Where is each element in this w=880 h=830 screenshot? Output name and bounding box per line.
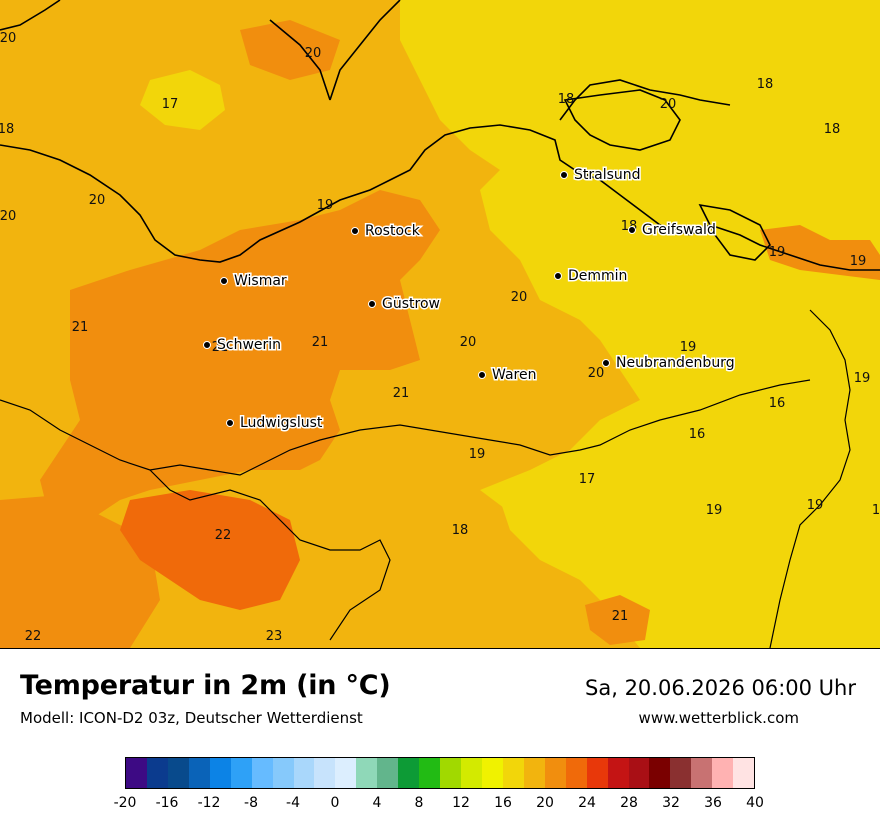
colorbar-segment — [377, 758, 399, 788]
colorbar-segment — [649, 758, 671, 788]
warm-zone-southwest — [0, 495, 160, 648]
colorbar-segment — [691, 758, 713, 788]
website-url[interactable]: www.wetterblick.com — [638, 709, 799, 727]
island-outline — [563, 89, 681, 151]
cool-zone-south — [500, 480, 610, 580]
colorbar-tick-label: 16 — [494, 795, 512, 811]
colorbar-tick-label: 8 — [414, 795, 424, 811]
colorbar-segment — [188, 758, 210, 788]
colorbar-tick-label: -8 — [244, 795, 258, 811]
colorbar-tick-label: -12 — [197, 795, 221, 811]
colorbar-segment — [607, 758, 629, 788]
colorbar-tick-label: -16 — [155, 795, 179, 811]
colorbar-tick-label: 20 — [536, 795, 554, 811]
colorbar-tick-label: 24 — [578, 795, 596, 811]
model-source: Modell: ICON-D2 03z, Deutscher Wetterdie… — [20, 709, 363, 727]
colorbar-segment — [565, 758, 587, 788]
temperature-colorbar — [125, 757, 755, 789]
colorbar-segment — [523, 758, 545, 788]
hot-zone-south — [120, 490, 300, 610]
colorbar-segment — [335, 758, 357, 788]
colorbar-segment — [230, 758, 252, 788]
colorbar-tick-label: -20 — [113, 795, 137, 811]
colorbar-segment — [251, 758, 273, 788]
colorbar-tick-label: 12 — [452, 795, 470, 811]
colorbar-tick-label: 40 — [746, 795, 764, 811]
colorbar-segment — [146, 758, 168, 788]
colorbar-segment — [272, 758, 294, 788]
state-border-east — [769, 309, 851, 648]
colorbar-tick-label: 4 — [372, 795, 382, 811]
colorbar-segment — [586, 758, 608, 788]
coastline-north — [0, 0, 731, 121]
state-border-south — [0, 379, 811, 476]
warm-zone-far-east — [760, 225, 880, 280]
colorbar-tick-label: -4 — [286, 795, 300, 811]
warm-zone-southeast — [585, 595, 650, 645]
colorbar-segment — [670, 758, 692, 788]
colorbar-tick-label: 0 — [330, 795, 340, 811]
colorbar-segment — [419, 758, 441, 788]
colorbar-segment — [293, 758, 315, 788]
colorbar-segment — [398, 758, 420, 788]
colorbar-tick-label: 36 — [704, 795, 722, 811]
warm-zone-central — [40, 190, 440, 520]
colorbar-segment — [440, 758, 461, 788]
cool-zone-west — [140, 70, 225, 130]
colorbar-segment — [628, 758, 650, 788]
colorbar-segment — [126, 758, 147, 788]
colorbar-tick-label: 32 — [662, 795, 680, 811]
island-outline-east — [698, 203, 771, 261]
colorbar-segment — [209, 758, 231, 788]
colorbar-segment — [167, 758, 189, 788]
colorbar-segment — [712, 758, 734, 788]
state-border-southwest — [149, 469, 391, 641]
colorbar-segment — [461, 758, 482, 788]
cool-zone-east — [400, 0, 880, 648]
forecast-datetime: Sa, 20.06.2026 06:00 Uhr — [585, 676, 856, 700]
colorbar-segment — [356, 758, 378, 788]
colorbar-ticks: -20 -16 -12 -8 -4 0 4 8 12 16 20 24 28 32 36 40 — [114, 795, 764, 815]
temperature-map[interactable] — [0, 0, 880, 649]
colorbar-segment — [314, 758, 336, 788]
map-title: Temperatur in 2m (in °C) — [20, 670, 391, 701]
colorbar-segment — [502, 758, 524, 788]
colorbar-segment — [733, 758, 755, 788]
colorbar-segment — [481, 758, 503, 788]
colorbar-segment — [544, 758, 566, 788]
colorbar-tick-label: 28 — [620, 795, 638, 811]
